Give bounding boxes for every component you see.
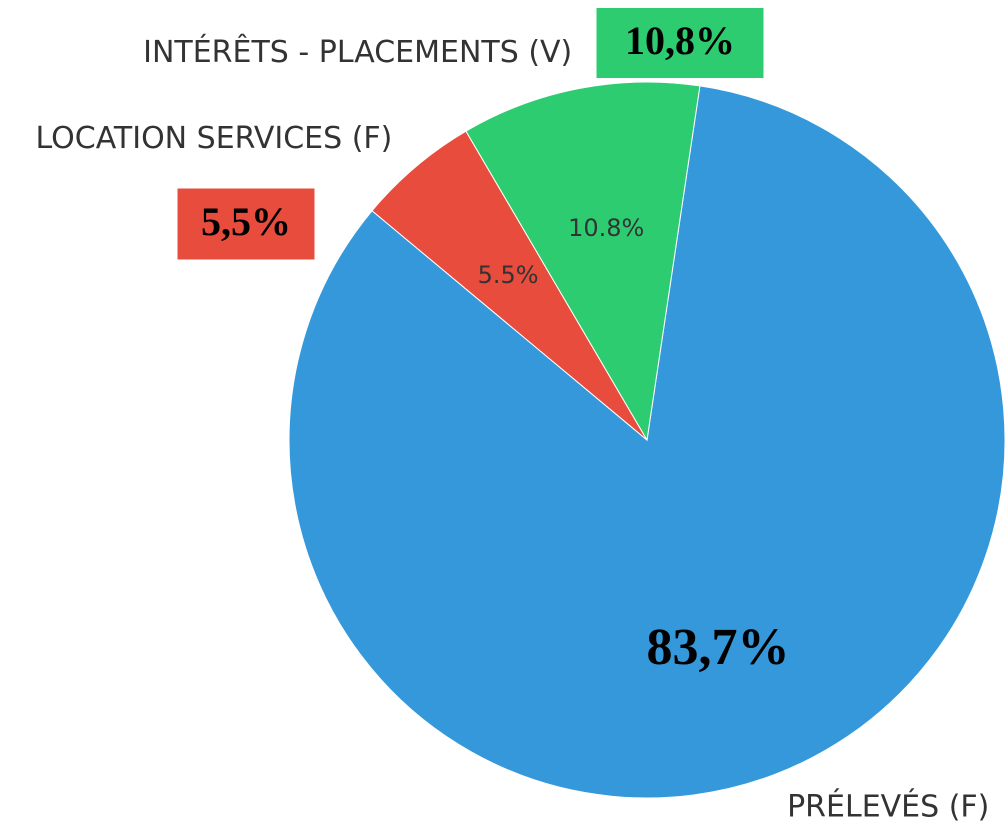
category-label: LOCATION SERVICES (F)	[36, 121, 393, 156]
label-box	[596, 8, 764, 78]
pie-slice	[288, 85, 1006, 799]
label-box	[177, 188, 315, 260]
category-label: INTÉRÊTS - PLACEMENTS (V)	[143, 34, 572, 70]
autopct-label: 5.5%	[478, 261, 539, 289]
category-label: PRÉLEVÉS (F)	[787, 789, 989, 825]
pie-slice	[465, 81, 701, 442]
value-label: 83,7%	[647, 619, 790, 676]
autopct-label: 10.8%	[568, 214, 644, 242]
value-label: 5,5%	[201, 199, 291, 244]
value-label: 10,8%	[625, 18, 735, 63]
